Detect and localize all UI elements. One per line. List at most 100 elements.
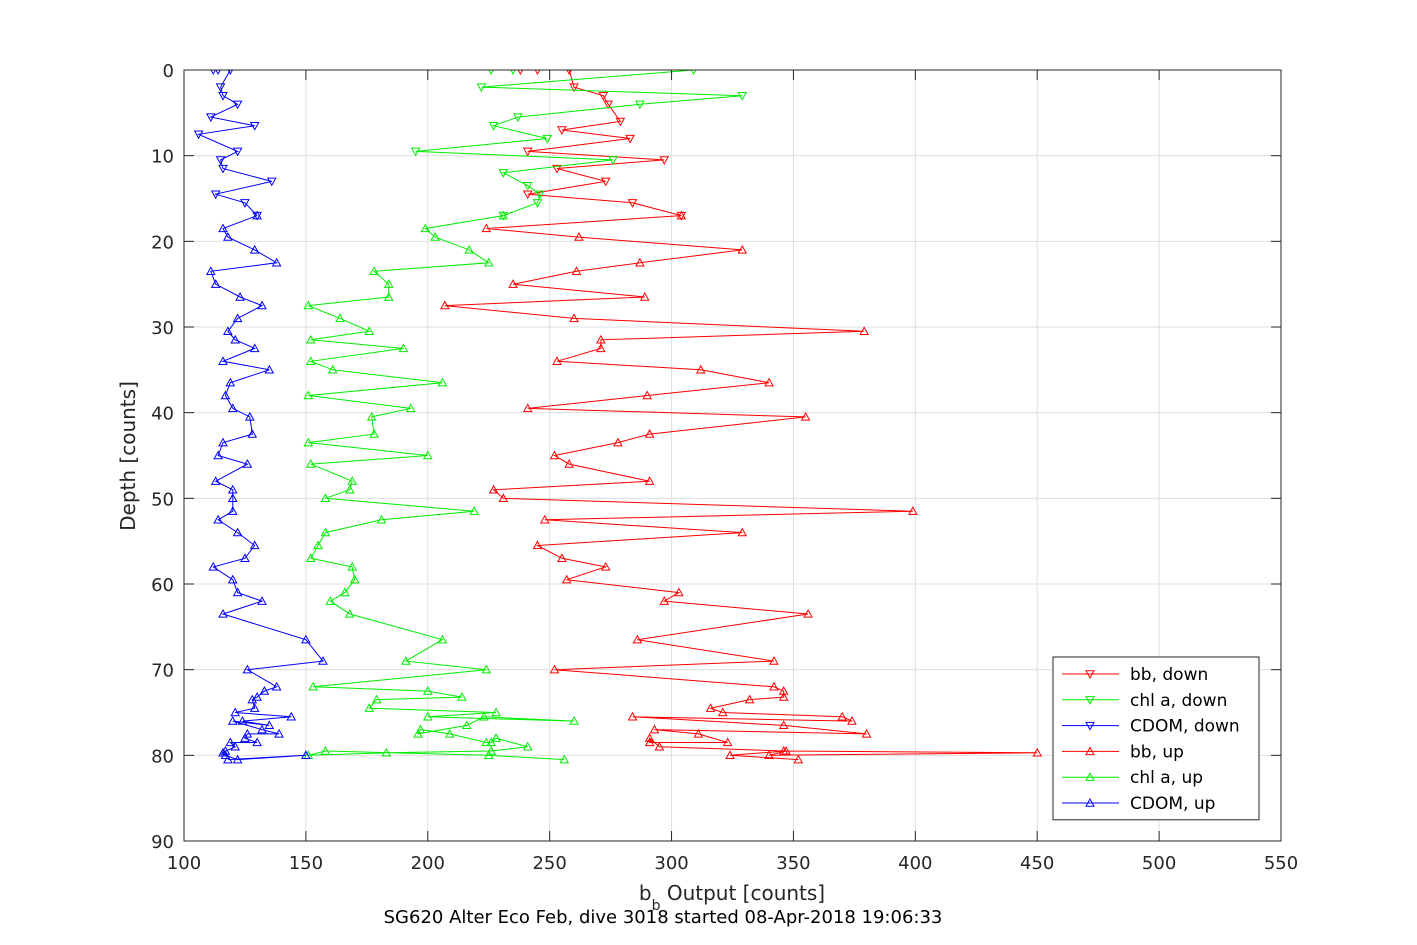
data-point: [522, 403, 533, 413]
data-point: [722, 737, 733, 747]
data-point: [422, 686, 433, 695]
y-tick-label: 30: [151, 318, 174, 339]
data-point: [737, 527, 748, 537]
series-line: [210, 215, 324, 761]
data-point: [737, 244, 748, 254]
data-point: [535, 190, 545, 200]
data-point: [464, 244, 475, 254]
data-point: [303, 390, 314, 400]
data-point: [325, 596, 336, 605]
data-point: [230, 741, 241, 751]
data-point: [232, 754, 243, 764]
data-point: [252, 692, 262, 701]
series-4: [439, 210, 1043, 764]
y-tick-label: 90: [151, 832, 174, 853]
data-point: [769, 656, 779, 665]
data-point: [208, 561, 219, 571]
data-point: [564, 459, 575, 468]
data-point: [244, 411, 255, 421]
x-tick-label: 450: [1020, 853, 1054, 874]
data-point: [644, 429, 655, 438]
data-point: [778, 720, 789, 730]
data-point: [271, 257, 282, 267]
data-point: [305, 553, 316, 562]
y-tick-label: 40: [151, 404, 174, 425]
data-point: [674, 587, 684, 597]
legend-marker: [1085, 772, 1095, 781]
data-point: [481, 664, 492, 674]
x-axis-label: bb Output [counts]: [639, 881, 825, 914]
data-point: [769, 681, 779, 691]
data-point: [381, 747, 392, 757]
data-point: [486, 746, 497, 755]
data-point: [608, 156, 618, 165]
data-point: [344, 484, 355, 494]
data-point: [301, 634, 311, 644]
data-point: [227, 493, 238, 503]
data-point: [235, 291, 245, 301]
y-tick-label: 50: [151, 489, 174, 510]
data-point: [349, 574, 360, 584]
data-point: [259, 686, 270, 695]
y-tick-label: 80: [151, 746, 174, 767]
legend-marker: [1085, 746, 1095, 756]
data-point: [193, 130, 204, 140]
legend: bb, down chl a, down CDOM, down bb, up chl a…: [1052, 656, 1260, 821]
data-point: [557, 553, 567, 562]
data-point: [210, 190, 221, 200]
data-point: [249, 121, 260, 131]
data-point: [303, 437, 314, 447]
data-point: [571, 266, 582, 276]
data-point: [483, 750, 494, 760]
data-point: [301, 750, 311, 760]
data-point: [498, 493, 509, 503]
data-point: [522, 147, 533, 157]
data-point: [215, 83, 226, 93]
data-point: [364, 326, 375, 335]
data-point: [552, 164, 562, 174]
data-point: [522, 741, 533, 751]
x-tick-label: 150: [289, 853, 323, 874]
data-point: [488, 121, 499, 131]
data-point: [347, 476, 358, 485]
x-tick-label: 200: [411, 853, 445, 874]
data-point: [439, 300, 450, 310]
data-point: [376, 514, 387, 524]
data-point: [366, 411, 377, 421]
data-point: [800, 411, 811, 421]
data-point: [274, 728, 284, 738]
data-point: [569, 83, 579, 93]
data-point: [476, 83, 487, 93]
data-point: [793, 754, 804, 764]
axis-ticks: 100 150 200 250 300 350 400 450 500 550 0 10 20 30 40 5…: [151, 61, 1298, 874]
data-point: [305, 356, 316, 365]
data-point: [223, 326, 233, 335]
data-point: [364, 703, 375, 712]
legend-entry: bb, down: [1062, 665, 1208, 685]
data-point: [400, 656, 411, 665]
data-point: [383, 279, 394, 288]
data-point: [705, 703, 716, 712]
data-point: [232, 147, 243, 157]
data-point: [242, 728, 253, 738]
data-point: [218, 356, 228, 365]
data-point: [461, 720, 472, 730]
data-point: [420, 223, 431, 233]
data-point: [532, 540, 543, 550]
data-point: [422, 711, 433, 721]
data-point: [649, 724, 660, 734]
series-line: [444, 215, 1038, 761]
data-point: [725, 750, 735, 760]
series-line: [415, 70, 743, 217]
data-point: [635, 100, 645, 110]
data-point: [213, 514, 223, 524]
data-point: [481, 737, 492, 747]
data-point: [266, 177, 277, 187]
data-point: [218, 437, 228, 447]
data-point: [242, 459, 253, 468]
data-point: [335, 313, 345, 323]
legend-entry: chl a, up: [1062, 768, 1203, 788]
data-point: [422, 450, 433, 460]
data-point: [220, 390, 231, 400]
data-point: [625, 134, 635, 144]
